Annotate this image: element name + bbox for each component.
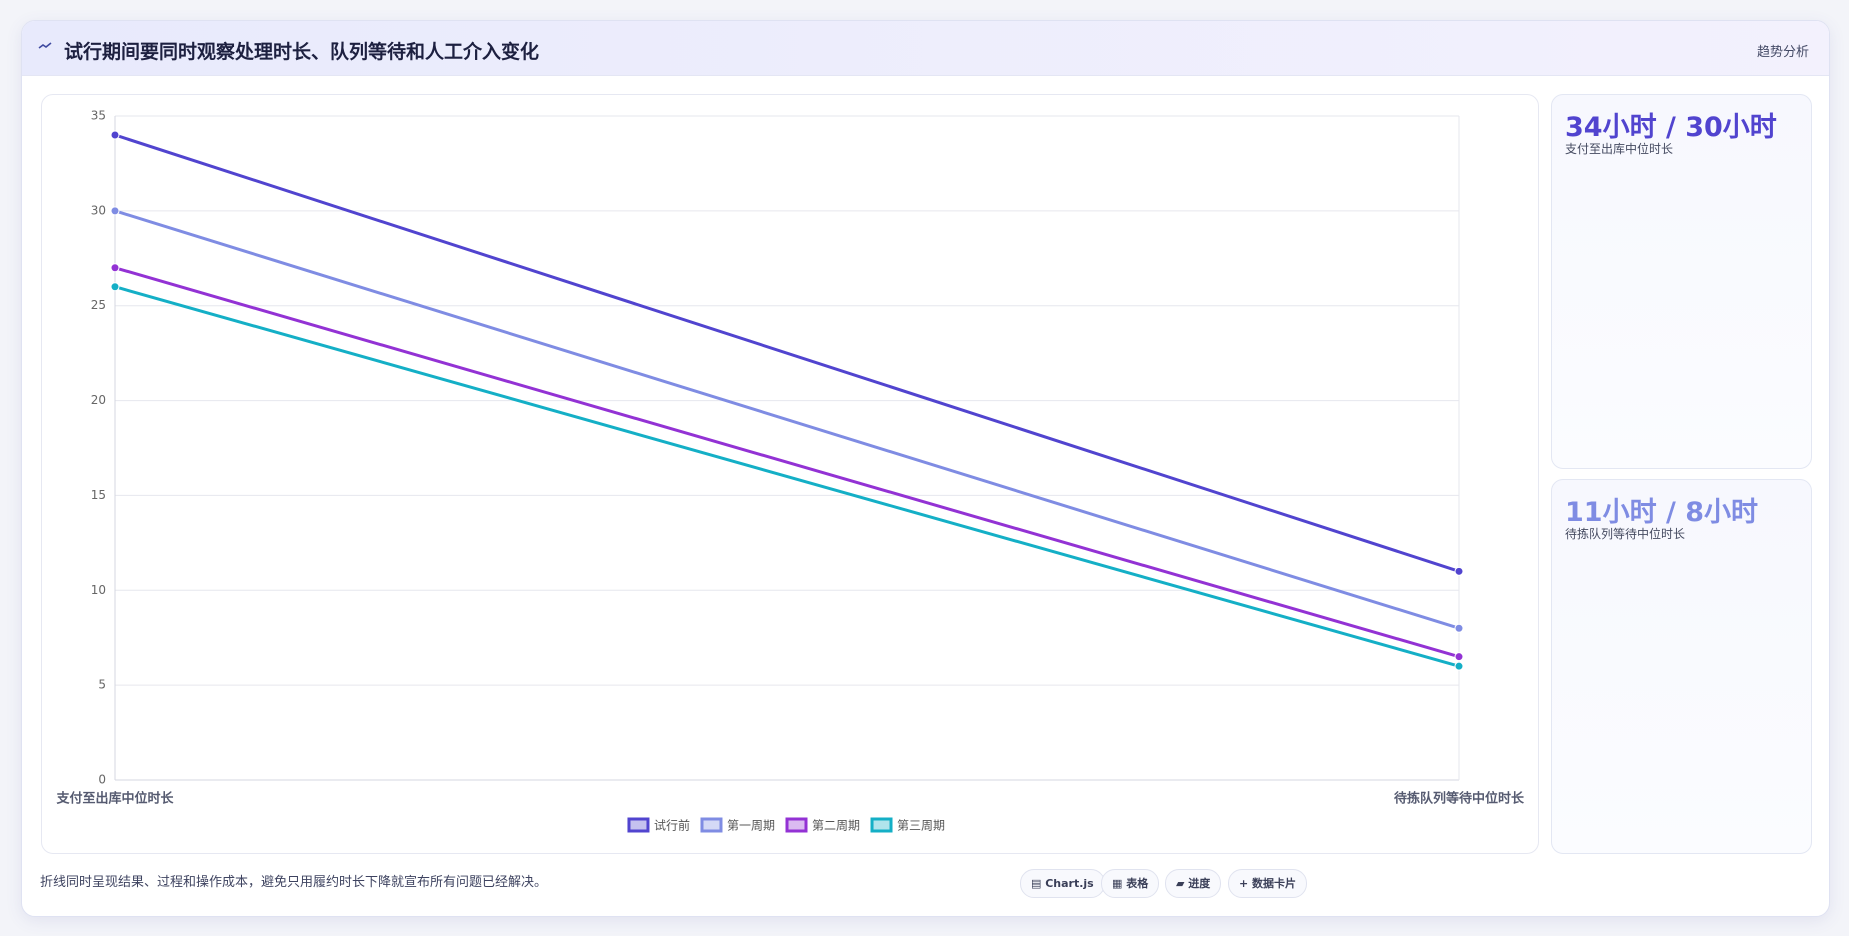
header: 试行期间要同时观察处理时长、队列等待和人工介入变化 趋势分析 (22, 21, 1829, 76)
point (110, 282, 120, 292)
kpi-value: 11小时 / 8小时 (1565, 497, 1759, 528)
title-icon (38, 42, 52, 49)
kpi-label: 支付至出库中位时长 (1565, 142, 1674, 156)
badge: 趋势分析 (1756, 45, 1809, 60)
series-line (114, 285, 1460, 668)
title: 试行期间要同时观察处理时长、队列等待和人工介入变化 (64, 41, 540, 63)
point (110, 263, 120, 273)
legend-label: 试行前 (654, 818, 690, 833)
y-tick-label: 15 (91, 488, 106, 502)
legend-swatch (627, 817, 650, 833)
x-tick-label: 待拣队列等待中位时长 (1393, 791, 1525, 807)
y-tick-label: 10 (91, 583, 106, 597)
y-tick-label: 30 (91, 203, 106, 217)
legend-label: 第二周期 (812, 819, 860, 833)
point (1454, 623, 1464, 633)
legend-swatch (700, 817, 723, 833)
point (1454, 566, 1464, 576)
point (110, 206, 120, 216)
kpi-label: 待拣队列等待中位时长 (1565, 527, 1686, 541)
legend-label: 第一周期 (727, 819, 775, 833)
y-tick-label: 25 (91, 298, 106, 312)
legend-swatch (785, 817, 808, 833)
button[interactable]: + 数据卡片 (1228, 869, 1308, 898)
y-tick-label: 35 (91, 109, 106, 123)
footer-note: 折线同时呈现结果、过程和操作成本，避免只用履约时长下降就宣布所有问题已经解决。 (40, 875, 548, 890)
button[interactable]: ▰ 进度 (1165, 869, 1222, 898)
y-tick-label: 5 (98, 678, 106, 692)
legend-swatch (870, 817, 893, 833)
kpi-card: 34小时 / 30小时 支付至出库中位时长 (1551, 94, 1812, 469)
series-line (114, 133, 1460, 573)
legend: 试行前 第一周期 第二周期 第三周期 (627, 817, 945, 833)
point (1454, 661, 1464, 671)
card: 试行期间要同时观察处理时长、队列等待和人工介入变化 趋势分析 0 5 10 15 20 2… (21, 20, 1830, 917)
kpi-value: 34小时 / 30小时 (1565, 112, 1777, 143)
chart-panel: 0 5 10 15 20 25 30 35 支付至出库中位时长 待拣队列等待中位时长试行前 第一周期… (41, 94, 1539, 854)
point (1454, 652, 1464, 662)
y-tick-label: 0 (98, 773, 106, 787)
button[interactable]: ▤ Chart.js (1020, 869, 1105, 898)
button[interactable]: ▦ 表格 (1101, 869, 1160, 898)
x-tick-label: 支付至出库中位时长 (55, 791, 174, 807)
y-tick-label: 20 (91, 393, 106, 407)
legend-label: 第三周期 (897, 819, 945, 833)
series-line (114, 209, 1460, 630)
kpi-card: 11小时 / 8小时 待拣队列等待中位时长 (1551, 479, 1812, 854)
series-line (114, 266, 1460, 659)
point (110, 130, 120, 140)
